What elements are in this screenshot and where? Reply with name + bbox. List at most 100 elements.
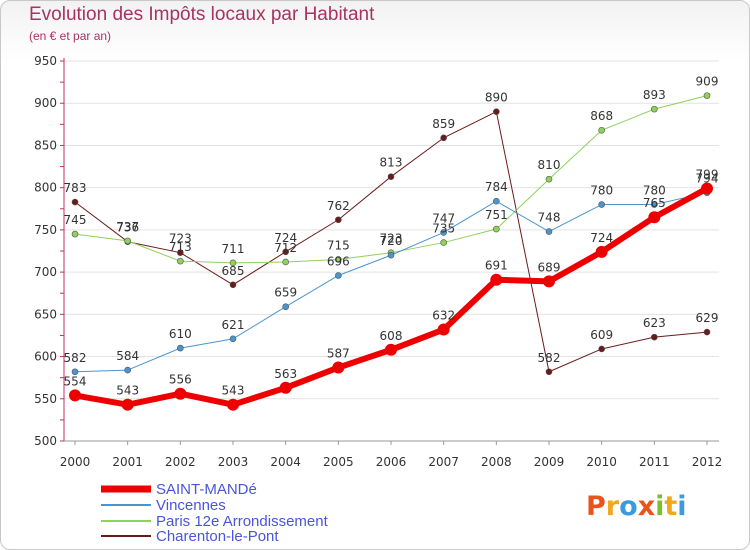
data-label: 556 — [169, 373, 192, 387]
x-tick-label: 2005 — [323, 455, 354, 469]
data-label: 711 — [222, 242, 245, 256]
legend-item: Paris 12e Arrondissement — [101, 513, 329, 530]
data-point — [595, 245, 608, 258]
x-tick-label: 2010 — [586, 455, 617, 469]
data-point — [598, 126, 605, 134]
data-label: 610 — [169, 327, 192, 341]
chart-subtitle: (en € et par an) — [29, 29, 112, 43]
data-point — [490, 273, 503, 286]
data-label: 621 — [222, 318, 245, 332]
data-point — [651, 201, 658, 208]
data-label: 794 — [696, 172, 719, 186]
data-label: 783 — [64, 181, 87, 195]
data-point — [648, 211, 661, 224]
legend-label: Paris 12e Arrondissement — [156, 513, 329, 530]
data-label: 890 — [485, 91, 508, 105]
data-point — [71, 368, 79, 376]
data-label: 909 — [696, 75, 719, 89]
data-label: 765 — [643, 196, 666, 210]
y-tick-label: 900 — [34, 96, 57, 110]
logo-letter: t — [664, 491, 678, 522]
data-point — [545, 175, 553, 183]
data-point — [387, 173, 395, 180]
y-tick-label: 750 — [34, 223, 57, 237]
series-saint-mand- — [69, 182, 713, 411]
logo-letter: P — [586, 491, 606, 522]
data-point — [282, 248, 289, 256]
data-point — [598, 345, 605, 353]
y-tick-label: 800 — [34, 181, 57, 195]
logo-letter: o — [619, 491, 638, 522]
data-point — [703, 328, 711, 336]
data-label: 582 — [64, 351, 87, 365]
data-point — [493, 197, 500, 205]
data-point — [440, 229, 447, 236]
data-label: 623 — [643, 316, 666, 330]
data-label: 587 — [327, 347, 350, 361]
data-point — [282, 258, 289, 266]
data-label: 810 — [538, 158, 561, 172]
legend-item: Charenton-le-Pont — [101, 528, 279, 545]
data-label: 723 — [380, 232, 403, 246]
data-point — [493, 108, 500, 115]
data-label: 748 — [538, 211, 561, 225]
y-tick-label: 850 — [34, 138, 57, 152]
data-label: 543 — [116, 384, 139, 398]
data-point — [227, 398, 239, 411]
logo-letter: x — [637, 491, 656, 522]
data-point — [437, 323, 450, 336]
data-label: 691 — [485, 259, 508, 273]
data-label: 715 — [327, 238, 350, 252]
data-point — [387, 251, 395, 259]
data-label: 735 — [432, 222, 455, 236]
x-tick-label: 2003 — [218, 455, 249, 469]
data-labels: 783 736 723 685 724 762 813 859 890 582 609 623 629 7… — [64, 75, 719, 398]
data-label: 685 — [222, 264, 245, 278]
x-tick-label: 2000 — [60, 455, 91, 469]
data-label: 751 — [485, 208, 508, 222]
data-label: 762 — [327, 199, 350, 213]
data-point — [229, 259, 237, 267]
data-point — [282, 303, 289, 311]
data-label: 543 — [222, 384, 245, 398]
logo-letter: i — [677, 491, 687, 522]
data-label: 747 — [432, 211, 455, 225]
x-tick-label: 2011 — [639, 455, 670, 469]
axes: 500 550 600 650 700 750 800 850 900 950 2000 2001 20… — [34, 54, 722, 469]
data-point — [335, 256, 342, 263]
data-label: 724 — [274, 231, 297, 245]
data-label: 737 — [116, 220, 139, 234]
data-point — [71, 230, 79, 238]
data-label: 780 — [590, 184, 613, 198]
data-label: 736 — [116, 221, 139, 235]
data-point — [124, 237, 131, 245]
data-point — [177, 249, 184, 256]
grid-lines — [64, 60, 719, 400]
data-label: 859 — [432, 117, 455, 131]
data-point — [69, 389, 81, 402]
data-label: 696 — [327, 254, 350, 268]
data-label: 745 — [64, 213, 87, 227]
data-point — [545, 228, 553, 235]
data-label: 720 — [380, 234, 403, 248]
legend-label: SAINT-MANDé — [156, 481, 257, 498]
data-label: 584 — [116, 349, 139, 363]
legend-label: Vincennes — [156, 497, 226, 514]
data-label: 659 — [274, 286, 297, 300]
data-point — [493, 225, 500, 233]
y-tick-label: 650 — [34, 307, 57, 321]
legend-item: Vincennes — [101, 497, 226, 514]
chart-title: Evolution des Impôts locaux par Habitant — [29, 4, 375, 25]
data-point — [385, 343, 397, 356]
x-tick-label: 2006 — [376, 455, 407, 469]
data-point — [124, 366, 131, 374]
y-tick-label: 550 — [34, 392, 57, 406]
y-tick-label: 700 — [34, 265, 57, 279]
logo-letter: i — [655, 491, 665, 522]
data-point — [279, 381, 292, 394]
data-label: 582 — [538, 351, 561, 365]
data-label: 723 — [169, 232, 192, 246]
data-point — [651, 333, 658, 341]
